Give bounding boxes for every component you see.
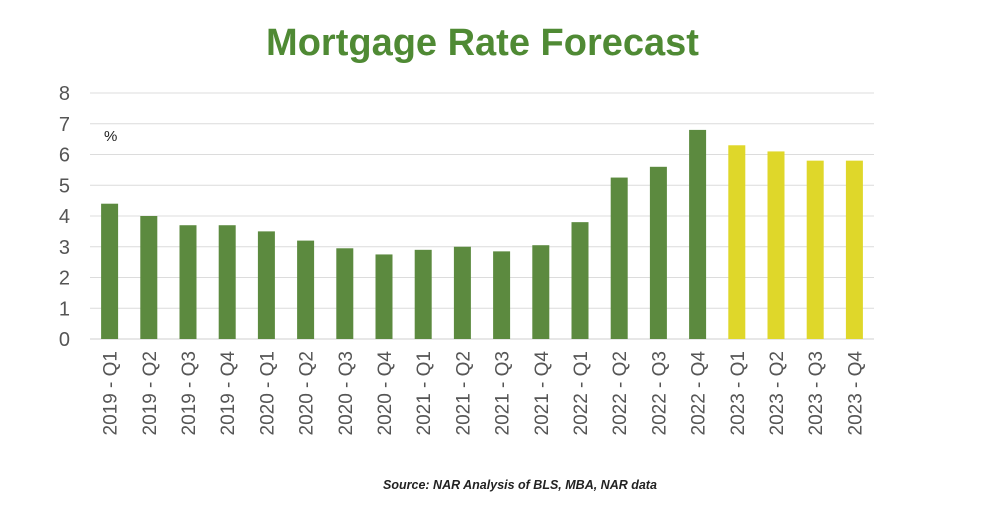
x-tick-label: 2022 - Q1 bbox=[571, 351, 592, 436]
y-axis-ticks: 0 1 2 3 4 5 6 7 8 bbox=[59, 83, 70, 351]
y-tick-label: 5 bbox=[59, 175, 70, 197]
bar-2022-q1 bbox=[571, 222, 589, 339]
x-tick-label: 2020 - Q3 bbox=[336, 351, 357, 436]
bar-2020-q2 bbox=[297, 240, 315, 339]
x-tick-label: 2022 - Q3 bbox=[649, 351, 670, 436]
y-tick-label: 4 bbox=[59, 206, 70, 228]
x-tick-label: 2020 - Q1 bbox=[257, 351, 278, 436]
bar-2021-q1 bbox=[414, 249, 432, 339]
x-tick-label: 2022 - Q4 bbox=[689, 351, 710, 436]
bar-2022-q3 bbox=[649, 166, 667, 339]
x-tick-label: 2023 - Q3 bbox=[806, 351, 827, 436]
chart-title: Mortgage Rate Forecast bbox=[266, 22, 699, 64]
x-tick-label: 2019 - Q1 bbox=[101, 351, 122, 436]
x-tick-label: 2021 - Q3 bbox=[493, 351, 514, 436]
x-tick-label: 2023 - Q4 bbox=[845, 351, 866, 436]
x-tick-label: 2020 - Q4 bbox=[375, 351, 396, 436]
bar-2023-q4 bbox=[845, 160, 863, 339]
x-tick-label: 2019 - Q4 bbox=[218, 351, 239, 436]
bar-2022-q4 bbox=[689, 129, 707, 339]
x-tick-label: 2022 - Q2 bbox=[610, 351, 631, 436]
bar-2023-q3 bbox=[806, 160, 824, 339]
y-tick-label: 6 bbox=[59, 145, 70, 167]
y-tick-label: 3 bbox=[59, 237, 70, 259]
bars bbox=[101, 129, 863, 339]
bar-2019-q2 bbox=[140, 216, 158, 339]
x-axis-ticks: 2019 - Q1 2019 - Q2 2019 - Q3 2019 - Q4 2020… bbox=[101, 351, 867, 436]
bar-2023-q1 bbox=[728, 145, 746, 339]
x-tick-label: 2023 - Q2 bbox=[767, 351, 788, 436]
bar-2020-q3 bbox=[336, 248, 354, 339]
x-tick-label: 2019 - Q2 bbox=[140, 351, 161, 436]
bar-2021-q2 bbox=[453, 246, 471, 339]
bar-2019-q3 bbox=[179, 225, 197, 339]
bar-2020-q1 bbox=[257, 231, 275, 339]
x-tick-label: 2021 - Q2 bbox=[453, 351, 474, 436]
y-tick-label: 1 bbox=[59, 298, 70, 320]
x-tick-label: 2021 - Q4 bbox=[532, 351, 553, 436]
y-tick-label: 7 bbox=[59, 114, 70, 136]
y-tick-label: 0 bbox=[59, 329, 70, 351]
y-unit-label: % bbox=[104, 128, 117, 145]
x-tick-label: 2021 - Q1 bbox=[414, 351, 435, 436]
bar-2021-q4 bbox=[532, 245, 550, 339]
y-tick-label: 8 bbox=[59, 83, 70, 105]
x-tick-label: 2019 - Q3 bbox=[179, 351, 200, 436]
y-tick-label: 2 bbox=[59, 268, 70, 290]
bar-2023-q2 bbox=[767, 151, 785, 339]
bar-2022-q2 bbox=[610, 177, 628, 339]
x-tick-label: 2020 - Q2 bbox=[297, 351, 318, 436]
bar-2019-q4 bbox=[218, 225, 236, 339]
bar-2021-q3 bbox=[493, 251, 511, 339]
source-note: Source: NAR Analysis of BLS, MBA, NAR da… bbox=[383, 478, 657, 492]
gridlines bbox=[90, 92, 874, 340]
bar-2020-q4 bbox=[375, 254, 393, 339]
x-tick-label: 2023 - Q1 bbox=[728, 351, 749, 436]
bar-2019-q1 bbox=[101, 203, 119, 339]
